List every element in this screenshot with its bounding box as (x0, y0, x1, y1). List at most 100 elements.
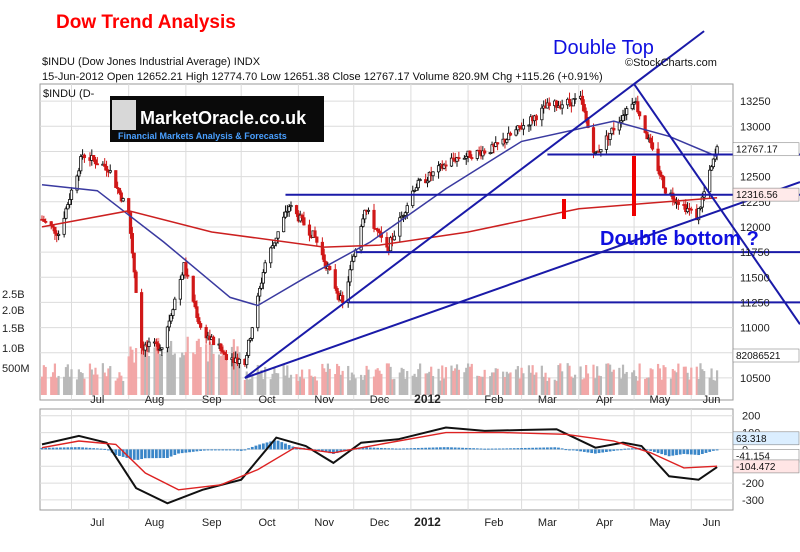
volume-bar (79, 372, 82, 395)
candle-body (698, 206, 703, 209)
histogram-bar (199, 449, 203, 451)
volume-bar (518, 378, 521, 395)
volume-bar (105, 376, 108, 395)
volume-bar (468, 366, 472, 395)
histogram-bar (398, 448, 402, 450)
volume-bar (623, 373, 626, 395)
candle-body (625, 108, 629, 115)
price-tick-label: 13000 (740, 121, 771, 133)
candle-body (711, 158, 715, 168)
histogram-bar (206, 449, 210, 451)
candle-body (250, 327, 254, 339)
time-tick-label: Jun (703, 394, 721, 406)
candle-body (401, 215, 406, 217)
histogram-bar (479, 448, 483, 450)
histogram-bar (247, 448, 250, 450)
histogram-bar (328, 449, 332, 454)
histogram-bar (320, 449, 324, 452)
histogram-bar (114, 449, 118, 456)
volume-bar (75, 379, 79, 395)
histogram-bar (66, 447, 70, 450)
candle-body (313, 230, 317, 238)
candle-body (591, 127, 596, 153)
candle-body (518, 125, 522, 128)
measure-bar-red (632, 156, 636, 216)
volume-bar (605, 363, 608, 395)
volume-bar (129, 346, 132, 395)
candle-body (630, 103, 634, 110)
logo-subtitle: Financial Markets Analysis & Forecasts (118, 131, 287, 141)
histogram-bar (191, 449, 195, 452)
histogram-bar (276, 440, 280, 450)
volume-bar (122, 380, 125, 395)
volume-bar (223, 349, 226, 395)
volume-bar (321, 363, 324, 395)
volume-bar (219, 356, 223, 395)
histogram-bar (656, 449, 660, 454)
histogram-bar (154, 449, 158, 459)
volume-bar (289, 374, 293, 395)
volume-bar (323, 368, 326, 395)
volume-bar (714, 380, 717, 395)
candle-body (245, 355, 249, 366)
histogram-bar (498, 448, 501, 450)
volume-bar (503, 376, 507, 395)
histogram-bar (413, 448, 416, 450)
candle-body (160, 347, 164, 350)
histogram-bar (545, 447, 549, 450)
candle-body (427, 172, 431, 182)
candle-body (108, 170, 112, 173)
volume-tick-label: 2.5B (2, 289, 25, 301)
volume-bar (179, 357, 182, 395)
histogram-bar (671, 449, 675, 456)
candle-body (276, 231, 280, 239)
volume-bar (245, 371, 248, 395)
candle-body (636, 101, 640, 113)
annotation-double-bottom: Double bottom ? (600, 228, 759, 250)
histogram-bar (147, 449, 151, 459)
logo-oracle-figure-icon (112, 100, 136, 130)
volume-bar (260, 369, 263, 395)
histogram-bar (405, 448, 409, 450)
volume-bar (109, 366, 112, 395)
volume-bar (402, 368, 405, 395)
candle-body (259, 282, 264, 289)
volume-bar (133, 362, 136, 395)
histogram-bar (520, 448, 523, 450)
volume-bar (695, 366, 698, 395)
volume-bar (699, 363, 702, 395)
histogram-bar (213, 449, 217, 451)
histogram-bar (531, 447, 535, 450)
histogram-bar (667, 449, 671, 457)
volume-bar (476, 375, 479, 395)
candle-body (671, 192, 675, 200)
volume-bar (94, 367, 97, 395)
histogram-bar (365, 447, 369, 450)
candle-body (555, 100, 559, 108)
volume-bar (155, 339, 158, 395)
volume-bar (502, 371, 505, 395)
volume-bar (516, 366, 519, 395)
histogram-bar (700, 449, 704, 454)
histogram-bar (590, 449, 594, 454)
volume-bar (509, 372, 512, 395)
histogram-bar (221, 449, 225, 451)
volume-bar (389, 366, 392, 395)
histogram-bar (88, 447, 92, 450)
volume-bar (352, 374, 355, 395)
volume-bar (144, 343, 147, 395)
candle-body (237, 358, 241, 364)
symbol-line: $INDU (Dow Jones Industrial Average) IND… (42, 56, 261, 68)
volume-bar (206, 361, 210, 395)
volume-bar (489, 376, 492, 395)
candle-body (412, 189, 417, 192)
volume-bar (566, 363, 569, 395)
volume-bar (66, 364, 69, 395)
histogram-bar (431, 447, 435, 450)
volume-bar (236, 346, 239, 395)
volume-bar (199, 347, 202, 395)
volume-bar (428, 371, 431, 395)
candle-body (470, 157, 474, 159)
candle-body (676, 201, 680, 205)
histogram-bar (140, 449, 144, 460)
